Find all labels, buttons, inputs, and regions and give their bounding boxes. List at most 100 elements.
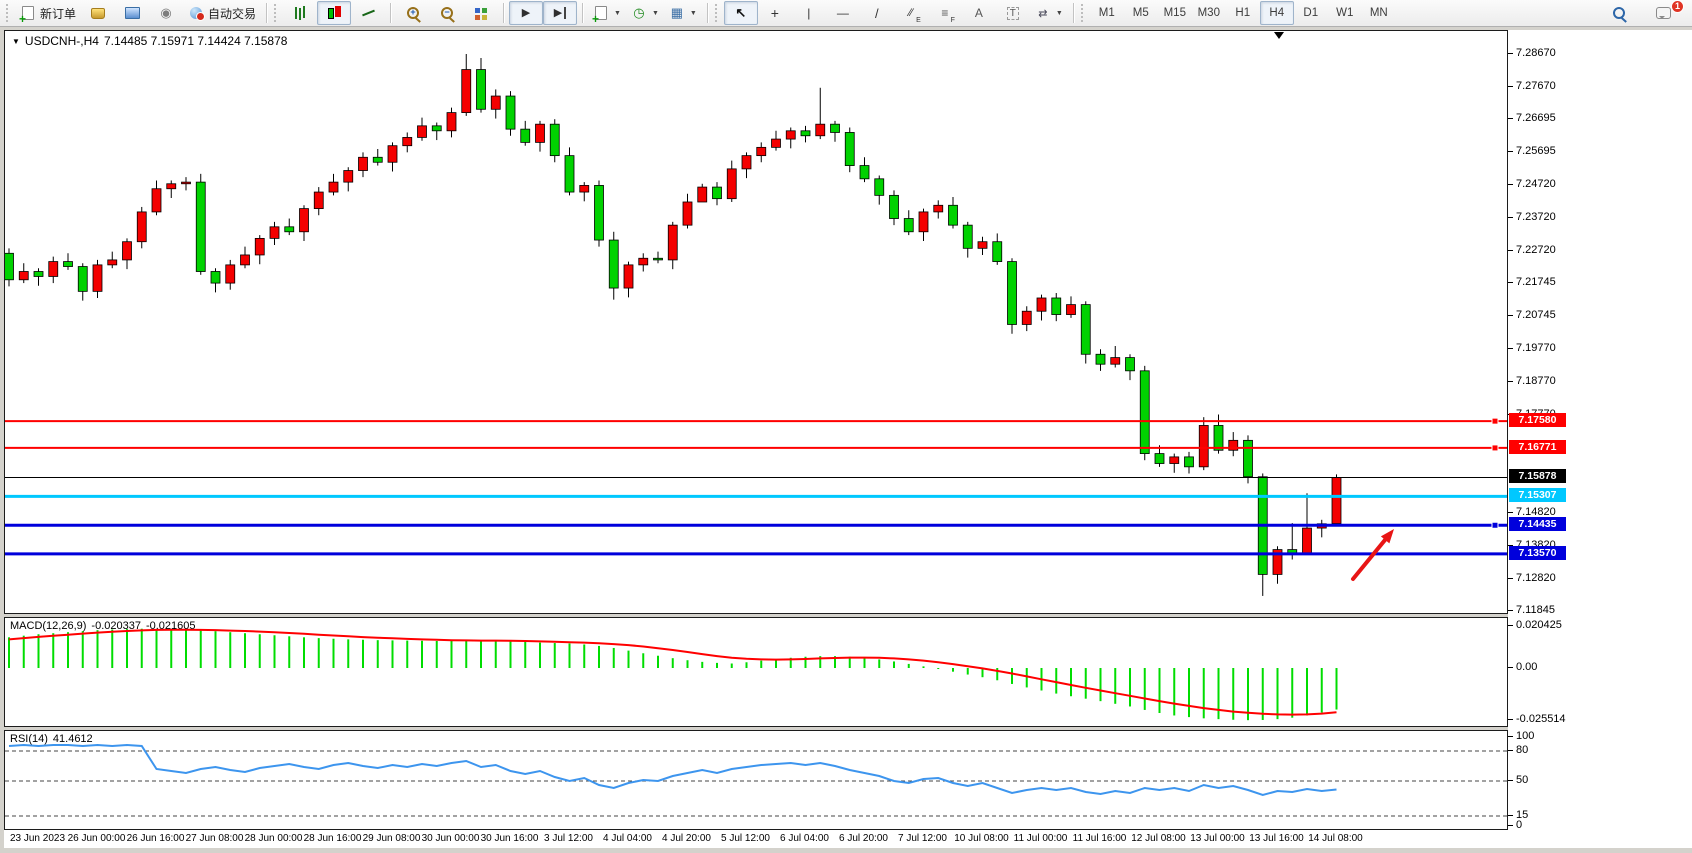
toolbar-grip[interactable] [1080, 4, 1087, 22]
price-tick-label: 7.28670 [1516, 47, 1556, 59]
trendline-button[interactable]: / [860, 1, 894, 25]
rsi-label: RSI(14) 41.4612 [10, 733, 98, 745]
bear-candle [712, 186, 722, 200]
signals-button[interactable]: ◉ [149, 1, 183, 25]
toolbar-separator [1072, 3, 1074, 23]
zoom-in-button[interactable]: + [396, 1, 430, 25]
arrows-button[interactable]: ⇄ ▼ [1030, 1, 1068, 25]
timeframe-d1-button[interactable]: D1 [1294, 1, 1328, 25]
vertical-line-button[interactable]: | [792, 1, 826, 25]
chevron-down-icon[interactable]: ▼ [689, 9, 697, 17]
market-button[interactable] [81, 1, 115, 25]
timeframe-m30-button[interactable]: M30 [1192, 1, 1226, 25]
toolbar-right: 1 [1602, 0, 1688, 25]
button-label: M1 [1098, 7, 1115, 19]
bull-candle [726, 168, 737, 200]
axis-tick [1508, 53, 1513, 54]
date-label: 6 Jul 04:00 [780, 833, 829, 844]
blue-support-line-1-handle[interactable] [1491, 521, 1499, 529]
toolbar-grip[interactable] [6, 4, 12, 22]
indicators-button[interactable]: + ▼ [588, 1, 626, 25]
axis-tick [1508, 347, 1513, 349]
toolbar-grip[interactable] [714, 4, 721, 22]
notifications-button[interactable]: 1 [1646, 0, 1684, 25]
main-chart-panel[interactable] [4, 30, 1508, 614]
timeframe-mn-button[interactable]: MN [1362, 1, 1396, 25]
timeframe-h1-button[interactable]: H1 [1226, 1, 1260, 25]
chevron-down-icon[interactable]: ▼ [614, 9, 621, 17]
templates-button[interactable]: ▦ ▼ [664, 1, 702, 25]
chart-shift-button[interactable]: ▶ [543, 1, 578, 25]
macd-panel[interactable] [4, 617, 1508, 727]
bear-candle [284, 226, 295, 233]
rsi-chart[interactable] [5, 731, 1507, 829]
chevron-down-icon[interactable]: ▼ [1055, 9, 1063, 17]
vps-button[interactable] [115, 1, 149, 25]
macd-signal-value: -0.021605 [145, 620, 196, 632]
rsi-panel[interactable] [4, 730, 1508, 830]
timeframe-m1-button[interactable]: M1 [1090, 1, 1124, 25]
fibonacci-button[interactable]: ≡ F [928, 1, 962, 25]
axis-tick [1508, 667, 1513, 668]
price-tick-label: 7.19770 [1516, 341, 1556, 354]
bear-candle [1125, 357, 1135, 372]
bull-candle [1110, 357, 1121, 365]
timeframe-m5-button[interactable]: M5 [1124, 1, 1158, 25]
text-label-button[interactable]: T [996, 1, 1030, 25]
macd-chart[interactable] [5, 618, 1507, 726]
zoom-out-button[interactable]: − [430, 1, 464, 25]
date-label: 11 Jul 00:00 [1013, 833, 1068, 844]
window-left-edge [0, 30, 4, 848]
channel-button[interactable]: ∕∕ E [894, 1, 928, 25]
bull-candle [254, 237, 265, 256]
bull-candle [48, 261, 59, 277]
new-order-button[interactable]: + 新订单 [15, 1, 81, 25]
rsi-tick-label: 0 [1516, 819, 1523, 831]
horizontal-line-button[interactable]: — [826, 1, 860, 25]
main-toolbar: + 新订单 ◉ 自动交易 + − ▶ ▶ + ▼ ◷ ▼ ▦ ▼ ↖ + | — / ∕∕ E ≡ F A T ⇄ ▼ M1 M5 M15… [0, 0, 1692, 27]
bear-candle [505, 95, 516, 130]
bull-candle [402, 137, 413, 147]
candlestick-chart-button[interactable] [317, 1, 352, 25]
indicators-icon: + [592, 5, 609, 25]
timeframe-w1-button[interactable]: W1 [1328, 1, 1362, 25]
timeframe-h4-button[interactable]: H4 [1259, 1, 1294, 25]
macd-signal-line [8, 628, 1337, 716]
date-label: 14 Jul 08:00 [1308, 833, 1363, 844]
date-label: 13 Jul 00:00 [1190, 833, 1245, 844]
algo-trading-button[interactable]: 自动交易 [183, 1, 261, 25]
date-label: 11 Jul 16:00 [1072, 833, 1127, 844]
axis-tick [1508, 825, 1513, 826]
tile-windows-button[interactable] [464, 1, 498, 25]
crosshair-button[interactable]: + [758, 1, 792, 25]
axis-tick [1508, 736, 1513, 737]
macd-name: MACD(12,26,9) [10, 620, 87, 632]
candlestick-chart[interactable] [5, 31, 1507, 613]
resistance-line-2-handle[interactable] [1491, 444, 1499, 452]
bull-candle [918, 211, 929, 233]
resistance-line-1-handle[interactable] [1491, 417, 1499, 425]
bull-candle [299, 208, 309, 233]
autoscroll-button[interactable]: ▶ [509, 1, 544, 25]
timeframe-m15-button[interactable]: M15 [1158, 1, 1192, 25]
buy-arrow-annotation[interactable] [1351, 537, 1388, 581]
panel-splitter-1[interactable] [0, 614, 1508, 617]
chevron-down-icon[interactable]: ▼ [651, 9, 659, 17]
chart-collapse-icon[interactable]: ▼ [12, 36, 20, 46]
periods-button[interactable]: ◷ ▼ [626, 1, 664, 25]
bear-candle [1095, 353, 1106, 365]
text-button[interactable]: A [962, 1, 996, 25]
bar-chart-icon [292, 5, 308, 21]
toolbar-grip[interactable] [274, 4, 280, 22]
panel-splitter-2[interactable] [0, 727, 1508, 730]
cursor-button[interactable]: ↖ [723, 1, 758, 25]
bar-chart-button[interactable] [283, 1, 317, 25]
line-chart-button[interactable] [351, 1, 385, 25]
date-label: 13 Jul 16:00 [1249, 833, 1304, 844]
bull-candle [933, 204, 944, 213]
rsi-tick-label: 50 [1516, 774, 1529, 786]
bull-candle [343, 170, 354, 183]
search-button[interactable] [1602, 1, 1636, 25]
template-icon: ▦ [670, 5, 684, 20]
